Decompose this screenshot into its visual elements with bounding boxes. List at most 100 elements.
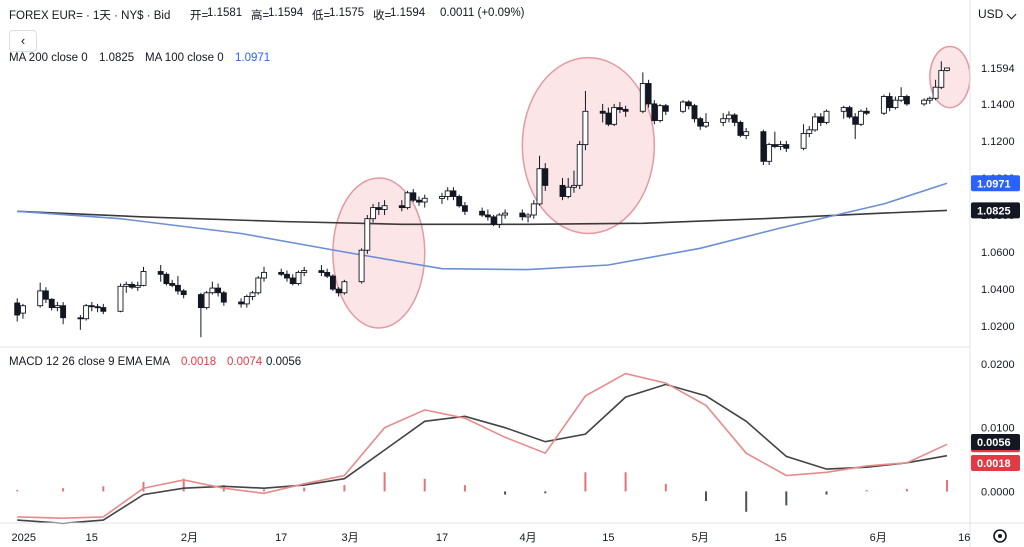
candle [605, 107, 612, 127]
candle [479, 207, 486, 217]
candle [140, 266, 147, 287]
candle-body [249, 292, 256, 297]
candle [565, 177, 572, 199]
candle [404, 190, 411, 210]
candle [496, 213, 503, 228]
collapse-legend-button[interactable]: ‹ [9, 30, 37, 52]
highlight-ellipse-2 [521, 56, 656, 235]
candle-body [846, 107, 853, 118]
candle [582, 90, 589, 151]
candle-body [335, 288, 342, 294]
candle [892, 96, 899, 110]
candle-body [771, 144, 778, 147]
candle [680, 100, 686, 114]
candle [743, 127, 750, 140]
candle-body [938, 70, 945, 88]
candle-body [605, 112, 612, 125]
candle [685, 100, 692, 110]
candle [301, 266, 308, 277]
candle-body [215, 287, 222, 294]
time-tick-label: 17 [436, 532, 448, 544]
ma200-price-tag: 1.0825 [971, 202, 1020, 219]
candle-body [743, 131, 750, 136]
candle-body [886, 96, 893, 109]
macd-histogram-bar [142, 481, 145, 492]
candle [599, 103, 606, 123]
candle [261, 266, 267, 282]
candle-body [720, 118, 727, 123]
low-label: 低= [312, 10, 331, 22]
candle-body [863, 110, 870, 114]
candle [576, 140, 583, 190]
signal-value-tag: 0.0056 [971, 434, 1020, 450]
candle [817, 113, 824, 127]
candle [157, 265, 164, 282]
candle [777, 140, 784, 151]
macd-histogram-bar [62, 488, 65, 492]
candle [410, 189, 417, 203]
candle [14, 298, 21, 322]
candle [760, 129, 767, 165]
macd-histogram-bar [745, 491, 748, 512]
candle [318, 265, 325, 277]
candle-body [662, 105, 669, 112]
candle-body [697, 118, 704, 127]
candle [846, 105, 853, 119]
candle-body [530, 203, 537, 216]
candle [77, 315, 84, 330]
macd-histogram-bar [303, 487, 306, 492]
candle-body [364, 218, 371, 251]
candle [243, 294, 250, 308]
candle-body [725, 114, 732, 120]
candle-body [318, 270, 325, 273]
candle-body [456, 196, 463, 207]
candle [703, 113, 709, 128]
candle [616, 102, 623, 114]
macd-histogram-bar [102, 486, 105, 492]
candle-body [766, 144, 773, 162]
candle-body [806, 129, 813, 134]
settings-gear-icon[interactable] [993, 529, 1007, 543]
candle [720, 113, 727, 127]
candle-body [439, 196, 445, 199]
candle [358, 248, 365, 284]
candle [20, 303, 26, 319]
candle-body [94, 306, 101, 309]
macd-histogram-bar [463, 485, 466, 492]
candle [370, 203, 377, 223]
candle-body [525, 214, 531, 218]
price-tick-label: 1.0400 [981, 284, 1015, 296]
candle [169, 279, 176, 288]
histogram-value-tag-bg [971, 455, 1020, 471]
candle-body [180, 290, 187, 296]
ma200-value: 1.0825 [99, 52, 135, 64]
candle-body [83, 305, 90, 320]
candle-body [88, 305, 95, 308]
time-tick-label: 2025 [12, 532, 36, 544]
candle-body [134, 284, 141, 288]
candle [812, 113, 818, 132]
candle-body [42, 290, 49, 300]
candle-body [421, 197, 428, 203]
candle [278, 268, 285, 277]
time-tick-label: 2月 [181, 532, 198, 544]
candle [238, 298, 245, 308]
macd-histogram-bar [263, 489, 265, 492]
macd-histogram-bar [584, 472, 587, 492]
candle [542, 163, 549, 191]
macd-label: MACD 12 26 close 9 EMA EMA [9, 356, 171, 368]
candle-body [737, 121, 744, 136]
candle-body [903, 96, 910, 105]
candle [163, 272, 170, 286]
candle-body [410, 192, 417, 201]
candle-body [284, 273, 290, 279]
macd-histogram-bar [16, 490, 19, 492]
candle [209, 281, 216, 295]
candle-body [783, 144, 790, 149]
candle [88, 302, 95, 312]
candle-body [479, 210, 486, 216]
macd-histogram-bar [624, 472, 627, 492]
candle [903, 94, 910, 106]
currency-button[interactable]: USD [978, 7, 1004, 21]
